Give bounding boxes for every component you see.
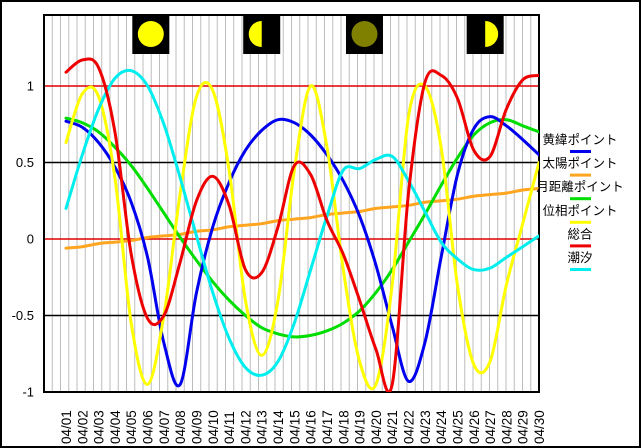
x-axis-label: 04/21 [385, 410, 400, 444]
x-axis-label: 04/09 [189, 410, 204, 444]
x-axis-label: 04/05 [124, 410, 139, 444]
legend-label-tide: 潮汐 [567, 250, 592, 265]
legend-swatch-moon-distance [570, 197, 591, 201]
legend-label-total: 総合 [567, 226, 593, 241]
x-axis-label: 04/29 [516, 410, 531, 444]
new-moon-icon [351, 21, 378, 47]
legend-label-moon-phase: 位相ポイント [542, 203, 617, 218]
curve-moon-distance [64, 116, 539, 339]
x-axis-label: 04/03 [92, 410, 107, 444]
y-axis-label: 0 [27, 232, 34, 247]
y-axis-label: -0.5 [12, 308, 34, 323]
x-axis-label: 04/10 [206, 410, 221, 444]
curve-sun [64, 187, 539, 250]
full-moon-icon [137, 21, 164, 47]
x-axis-label: 04/16 [304, 410, 319, 444]
x-axis-label: 04/22 [402, 410, 417, 444]
last-quarter-icon [248, 21, 262, 47]
x-axis-label: 04/06 [141, 410, 156, 444]
x-axis-label: 04/15 [287, 410, 302, 444]
y-axis-label: -1 [22, 385, 34, 400]
x-axis-label: 04/02 [75, 410, 90, 444]
y-axis-label: 1 [27, 79, 34, 94]
x-axis-label: 04/14 [271, 410, 286, 444]
x-axis-label: 04/25 [450, 410, 465, 444]
x-axis-label: 04/04 [108, 410, 123, 444]
x-axis-label: 04/28 [499, 410, 514, 444]
plot-border [43, 14, 540, 393]
x-axis-label: 04/17 [320, 410, 335, 444]
x-axis-label: 04/18 [336, 410, 351, 444]
curve-total [64, 57, 539, 392]
y-axis-label: 0.5 [16, 155, 34, 170]
legend-swatch-moon-latitude [570, 150, 591, 153]
x-axis-label: 04/26 [467, 410, 482, 444]
x-axis-label: 04/11 [222, 411, 237, 444]
legend-swatch-total [570, 244, 591, 248]
x-axis-label: 04/13 [255, 410, 270, 444]
x-axis-label: 04/27 [483, 410, 498, 444]
legend-swatch-sun [570, 173, 591, 177]
x-axis-label: 04/01 [59, 410, 74, 444]
x-axis-label: 04/19 [353, 410, 368, 444]
legend-swatch-moon-phase [570, 220, 591, 224]
legend-swatch-tide [570, 268, 591, 271]
first-quarter-icon [485, 21, 499, 47]
legend-label-moon-latitude: 黄緯ポイント [542, 132, 617, 147]
x-axis-label: 04/07 [157, 410, 172, 444]
x-axis-label: 04/23 [418, 410, 433, 444]
curve-tide [64, 68, 539, 377]
x-axis-label: 04/20 [369, 410, 384, 444]
x-axis-label: 04/08 [173, 410, 188, 444]
legend-label-moon-distance: 月距離ポイント [536, 180, 624, 194]
x-axis-label: 04/12 [238, 410, 253, 444]
x-axis-label: 04/30 [532, 410, 547, 444]
legend-label-sun: 太陽ポイント [542, 156, 617, 171]
x-axis-label: 04/24 [434, 410, 449, 444]
